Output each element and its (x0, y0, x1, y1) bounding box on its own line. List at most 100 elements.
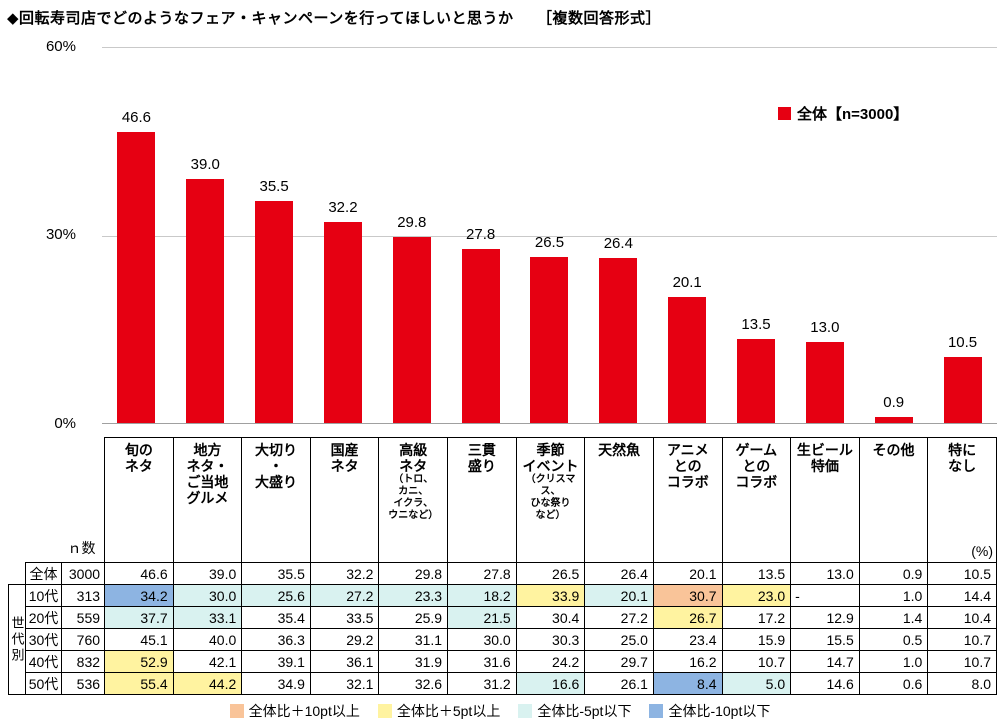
color-swatch (649, 704, 664, 718)
value-cell: 32.6 (378, 672, 449, 695)
bar (530, 257, 569, 423)
value-cell: 17.2 (721, 606, 792, 629)
value-cell: 46.6 (104, 562, 174, 585)
bar-value-label: 35.5 (259, 178, 289, 196)
value-cell: 15.9 (721, 628, 792, 651)
value-cell: 26.7 (652, 606, 723, 629)
value-cell: 0.5 (858, 628, 929, 651)
chart-legend: 全体【n=3000】 (778, 103, 908, 124)
row-label: 50代 (25, 672, 62, 695)
category-header: 季節 イベント （クリスマ ス、 ひな祭り など） (515, 437, 586, 563)
bar-column: 10.5 (928, 48, 997, 423)
category-header-line: 特に (948, 442, 977, 458)
category-header-line: ネタ (330, 458, 359, 474)
value-cell: 33.1 (172, 606, 243, 629)
value-cell: 13.5 (721, 562, 792, 585)
category-header: ゲーム との コラボ (721, 437, 792, 563)
value-cell: 29.8 (378, 562, 449, 585)
bar-value-label: 46.6 (121, 108, 152, 126)
bar-value-label: 26.5 (534, 234, 565, 252)
category-header-line: イベント (522, 458, 579, 474)
value-cell: 18.2 (447, 584, 517, 607)
bar-value-label: 29.8 (397, 213, 427, 231)
bar (943, 357, 982, 423)
value-cell: 0.6 (858, 672, 929, 695)
category-header-note: ス、 (540, 486, 561, 497)
value-cell: 25.0 (584, 628, 654, 651)
category-header: 国産 ネタ (309, 437, 380, 563)
value-cell: 25.9 (378, 606, 449, 629)
breakdown-table-wrap: ｎ数 旬の ネタ 地方 ネタ・ ご当地 グルメ 大切り・大盛り 国産 ネタ 高級 ネタ （トロ、 カニ、イ… (8, 437, 997, 695)
percent-unit-label: (%) (971, 543, 993, 559)
value-cell: 29.2 (309, 628, 380, 651)
value-cell: 15.5 (790, 628, 860, 651)
value-cell: 10.7 (927, 650, 997, 673)
color-legend-label: 全体比-5pt以下 (537, 703, 632, 719)
category-header-line: 盛り (467, 458, 496, 474)
color-legend-item: 全体比-5pt以下 (518, 701, 631, 721)
category-header-line: 大切り (255, 442, 298, 458)
value-cell: 31.2 (447, 672, 517, 695)
bar (392, 236, 431, 423)
bar (599, 258, 638, 423)
value-cell: - (790, 584, 860, 607)
category-header-note: ウニなど） (388, 510, 439, 521)
bar (323, 221, 362, 423)
color-swatch (377, 704, 392, 718)
color-swatch (518, 704, 533, 718)
value-cell: 42.1 (172, 650, 243, 673)
bar-value-label: 13.5 (741, 315, 771, 333)
category-header-note: など） (535, 510, 566, 521)
value-cell: 20.1 (584, 584, 654, 607)
n-value-cell: 536 (60, 672, 106, 695)
value-cell: 10.4 (927, 606, 997, 629)
bar-value-label: 0.9 (883, 394, 905, 412)
category-header-note: （クリスマ (525, 474, 576, 485)
bar-value-label: 39.0 (190, 156, 220, 174)
category-header-note: イクラ、 (393, 498, 434, 509)
category-header: 旬の ネタ (104, 437, 174, 563)
bars-container: 46.6 39.0 35.5 32.2 29.8 27.8 26.5 26.4 20.1 13.5… (102, 48, 997, 423)
value-cell: 1.4 (858, 606, 929, 629)
value-cell: 27.8 (447, 562, 517, 585)
value-cell: 21.5 (447, 606, 517, 629)
row-label: 20代 (25, 606, 62, 629)
value-cell: 32.2 (309, 562, 380, 585)
row-label: 30代 (25, 628, 62, 651)
color-legend-label: 全体比＋10pt以上 (248, 703, 360, 719)
value-cell: 0.9 (858, 562, 929, 585)
row-label: 10代 (25, 584, 62, 607)
table-spacer (9, 563, 26, 585)
value-cell: 14.4 (927, 584, 997, 607)
generation-group-label: 世代別 (9, 615, 25, 664)
color-swatch (229, 704, 244, 718)
value-cell: 34.2 (104, 584, 174, 607)
category-header-line: ・ (269, 458, 284, 474)
value-cell: 30.3 (515, 628, 586, 651)
n-value-cell: 313 (60, 584, 106, 607)
bar-column: 39.0 (171, 48, 240, 423)
color-legend-label: 全体比＋5pt以上 (396, 703, 501, 719)
category-header: アニメ との コラボ (652, 437, 723, 563)
category-header-line: 地方 (193, 442, 222, 458)
bar-value-label: 32.2 (328, 198, 358, 216)
category-header-line: ゲーム (735, 442, 778, 458)
value-cell: 23.4 (652, 628, 723, 651)
category-header-line: 特価 (810, 458, 839, 474)
value-cell: 55.4 (104, 672, 174, 695)
bar-column: 32.2 (309, 48, 378, 423)
n-value-cell: 559 (60, 606, 106, 629)
value-cell: 44.2 (172, 672, 243, 695)
value-cell: 5.0 (721, 672, 792, 695)
category-header-note: カニ、 (398, 486, 429, 497)
color-legend-item: 全体比＋10pt以上 (229, 701, 360, 721)
value-cell: 23.0 (721, 584, 792, 607)
y-axis-label-30: 30% (45, 226, 76, 243)
color-legend: 全体比＋10pt以上 全体比＋5pt以上 全体比-5pt以下 全体比-10pt以下 (0, 701, 1000, 721)
value-cell: 8.4 (652, 672, 723, 695)
table-row: 世代別 10代 313 34.2 30.0 25.6 27.2 23.3 18.2 33.9 20.… (8, 584, 997, 695)
value-cell: 40.0 (172, 628, 243, 651)
row-label: 40代 (25, 650, 62, 673)
legend-series-label: 全体【n=3000】 (797, 106, 909, 123)
value-cell: 23.3 (378, 584, 449, 607)
